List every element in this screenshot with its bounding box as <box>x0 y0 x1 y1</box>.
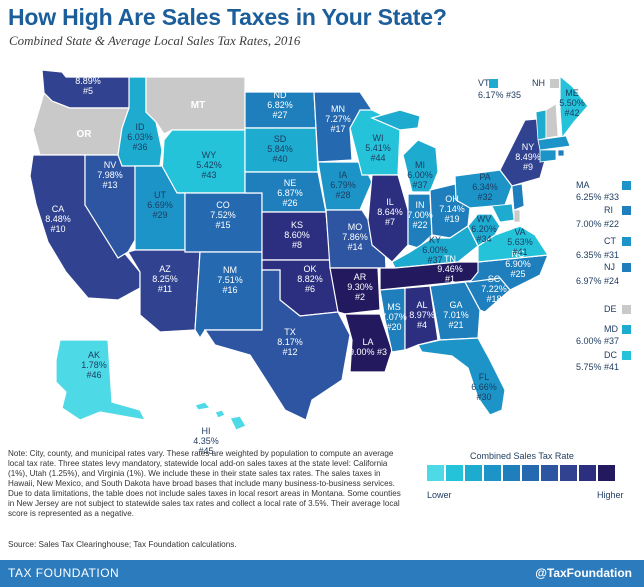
legend-scale <box>427 465 617 485</box>
callout-swatch <box>622 263 631 272</box>
callout-abbr: NH <box>532 78 545 88</box>
legend-swatch <box>465 465 482 481</box>
state-ct <box>539 149 557 163</box>
footer-brand: TAX FOUNDATION <box>8 566 120 580</box>
state-in <box>407 193 433 249</box>
state-wi <box>349 109 401 176</box>
legend-low-label: Lower <box>427 490 452 500</box>
callout-swatch <box>550 79 559 88</box>
callout-value: 6.35% #31 <box>576 250 620 260</box>
state-az <box>127 249 201 333</box>
callout-value: 6.17% #35 <box>478 90 522 100</box>
state-nh <box>545 103 559 139</box>
legend-swatch <box>579 465 596 481</box>
callout-abbr: MA <box>576 180 590 190</box>
state-mn <box>313 91 373 163</box>
footnote: Note: City, county, and municipal rates … <box>8 449 401 518</box>
callout-swatch <box>622 206 631 215</box>
state-il <box>367 174 409 263</box>
callout-value: 7.00% #22 <box>576 219 620 229</box>
callout-value: 5.75% #41 <box>576 362 620 372</box>
callout-swatch <box>622 181 631 190</box>
state-pa <box>454 169 513 209</box>
state-ak <box>55 339 147 421</box>
legend-swatch <box>446 465 463 481</box>
callout-abbr: RI <box>604 205 613 215</box>
legend-swatch <box>598 465 615 481</box>
callout-value: 6.97% #24 <box>576 276 620 286</box>
state-nj <box>511 183 525 211</box>
state-ms <box>379 287 406 353</box>
state-de <box>513 209 521 223</box>
callout-abbr: NJ <box>604 262 615 272</box>
legend-swatch <box>503 465 520 481</box>
legend-title: Combined Sales Tax Rate <box>470 451 574 461</box>
state-fl <box>417 337 506 416</box>
callout-abbr: MD <box>604 324 618 334</box>
state-la <box>344 313 393 373</box>
callout-swatch <box>622 305 631 314</box>
callout-swatch <box>489 79 498 88</box>
state-vt <box>535 109 547 141</box>
state-nc <box>468 254 549 291</box>
state-nd <box>244 91 317 129</box>
state-nm <box>194 251 263 340</box>
legend-swatch <box>560 465 577 481</box>
callout-swatch <box>622 351 631 360</box>
callout-value: 6.25% #33 <box>576 192 620 202</box>
callout-value: 6.00% #37 <box>576 336 620 346</box>
state-shapes <box>29 69 589 431</box>
state-mt <box>145 76 246 135</box>
source-line: Source: Sales Tax Clearinghouse; Tax Fou… <box>8 540 237 549</box>
state-wv <box>467 213 501 247</box>
state-wy <box>161 129 246 194</box>
state-ma <box>537 135 571 151</box>
state-hi <box>194 401 247 431</box>
state-mi <box>370 109 439 193</box>
callout-abbr: CT <box>604 236 616 246</box>
callout-swatch <box>622 325 631 334</box>
state-me <box>559 74 589 140</box>
callout-abbr: DE <box>604 304 617 314</box>
legend-swatch <box>541 465 558 481</box>
legend-swatch <box>484 465 501 481</box>
state-ri <box>557 149 565 157</box>
callout-abbr: VT <box>478 78 490 88</box>
state-ks <box>261 211 331 261</box>
state-ar <box>329 267 381 315</box>
callout-abbr: DC <box>604 350 617 360</box>
legend-swatch <box>522 465 539 481</box>
footer-bar: TAX FOUNDATION @TaxFoundation <box>0 560 644 587</box>
state-md <box>491 203 515 223</box>
state-sd <box>244 127 319 173</box>
page-title: How High Are Sales Taxes in Your State? <box>8 4 447 30</box>
state-ia <box>317 161 373 211</box>
legend-swatch <box>427 465 444 481</box>
state-tx <box>203 269 351 421</box>
state-co <box>184 192 263 253</box>
page-subtitle: Combined State & Average Local Sales Tax… <box>9 33 301 48</box>
state-ga <box>429 281 481 341</box>
footer-handle: @TaxFoundation <box>535 566 632 580</box>
legend-high-label: Higher <box>597 490 624 500</box>
callout-swatch <box>622 237 631 246</box>
